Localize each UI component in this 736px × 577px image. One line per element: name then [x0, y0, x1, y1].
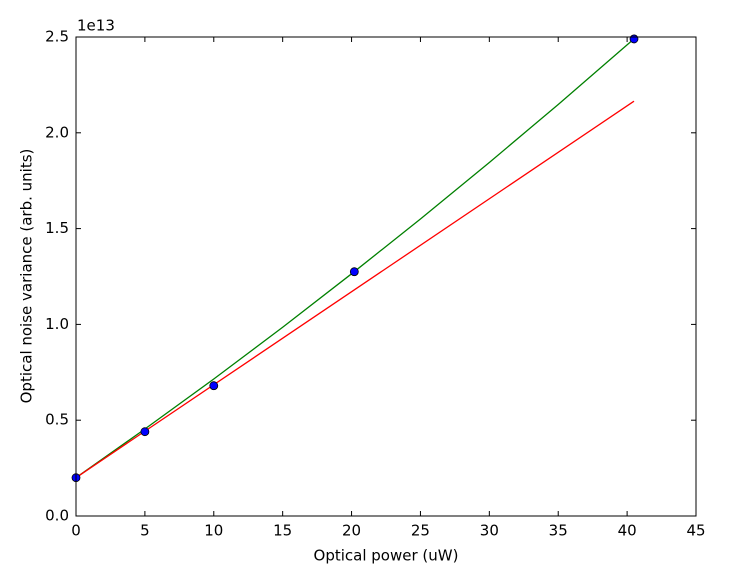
point [140, 427, 150, 437]
x-tick-label: 30 [480, 522, 499, 540]
plot-frame [75, 36, 697, 517]
y-offset-label: 1e13 [77, 17, 115, 35]
y-tick-label: 1.0 [45, 315, 69, 333]
y-tick-label: 2.5 [45, 28, 69, 46]
y-tick-label: 0.5 [45, 411, 69, 429]
x-tick-label: 40 [618, 522, 637, 540]
point [209, 381, 219, 391]
point [349, 267, 359, 277]
line [75, 38, 635, 479]
x-tick-label: 45 [686, 522, 705, 540]
x-tick-label: 10 [204, 522, 223, 540]
x-tick-label: 0 [71, 522, 81, 540]
y-axis-label: Optical noise variance (arb. units) [18, 149, 36, 404]
x-tick-label: 35 [549, 522, 568, 540]
x-tick-label: 5 [140, 522, 150, 540]
y-tick-label: 1.5 [45, 219, 69, 237]
x-tick-label: 25 [411, 522, 430, 540]
y-tick-label: 2.0 [45, 123, 69, 141]
x-tick-label: 15 [273, 522, 292, 540]
line [75, 100, 635, 479]
x-axis-label: Optical power (uW) [314, 547, 459, 565]
point [629, 34, 639, 44]
y-tick-label: 0.0 [45, 507, 69, 525]
x-tick-label: 20 [342, 522, 361, 540]
